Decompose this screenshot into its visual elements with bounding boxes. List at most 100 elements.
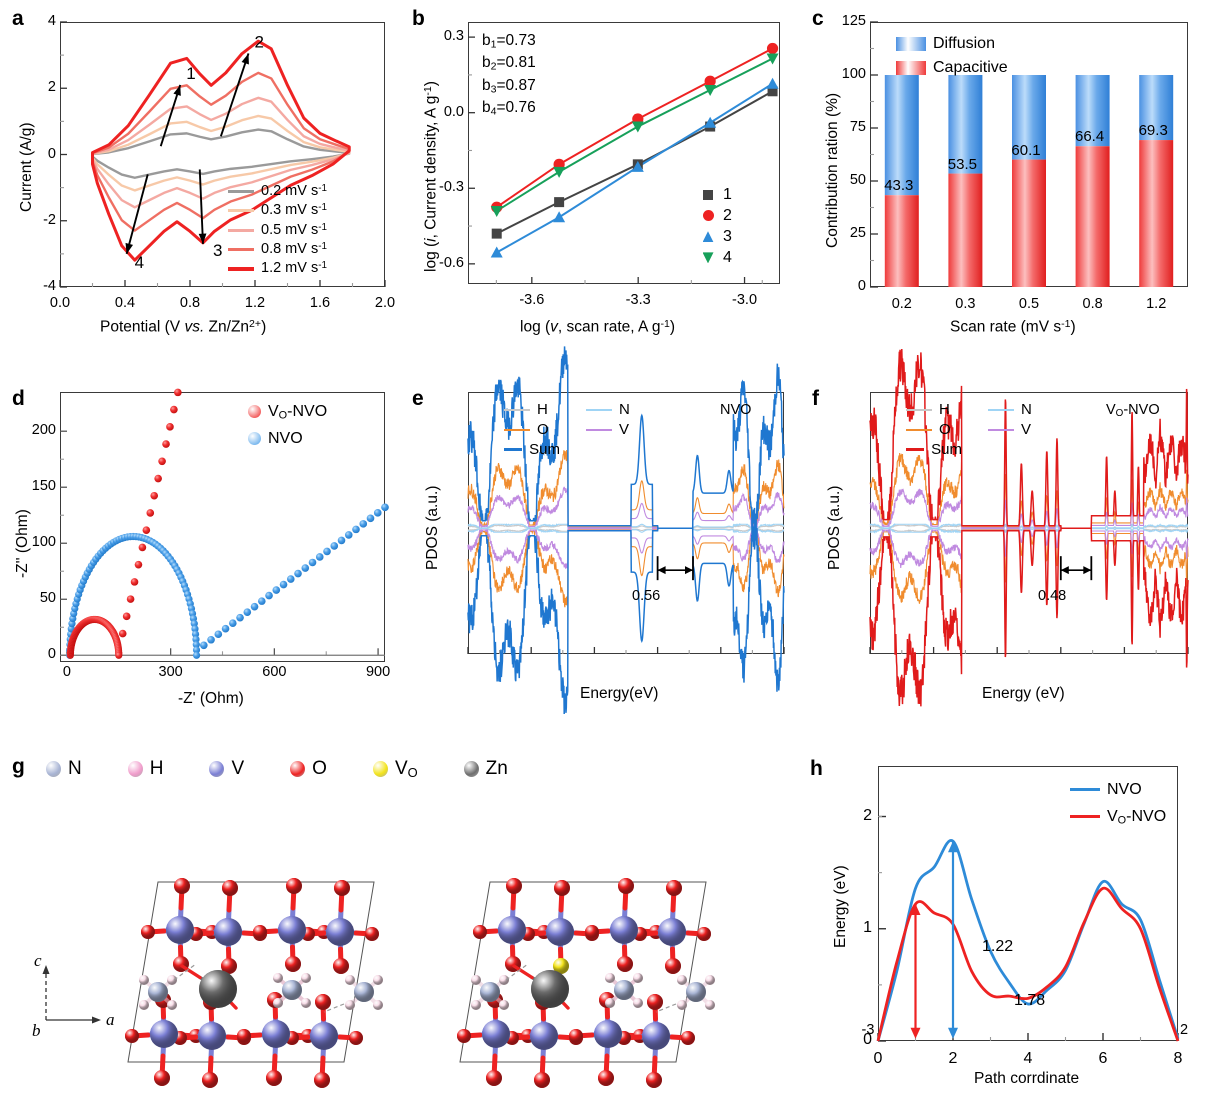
panel-f-label: f	[812, 387, 819, 410]
atom-O	[365, 927, 379, 941]
atom-O	[237, 1029, 251, 1043]
bar-capacitive	[1012, 159, 1046, 287]
atom-sphere-Zn	[463, 760, 479, 777]
legend-label: 2	[723, 207, 732, 225]
h-bond	[173, 963, 197, 981]
legend-swatch	[700, 189, 716, 200]
panel-g-label: g	[12, 755, 25, 778]
atom-O	[554, 880, 570, 896]
atom-O	[333, 958, 349, 974]
atom-H	[167, 975, 177, 985]
panel-c-ytick: 50	[849, 172, 866, 188]
panel-d: d -Z'' (Ohm) -Z' (Ohm) VO-NVO NVO 0 300 600…	[0, 360, 400, 720]
panel-d-xtick: 900	[365, 664, 391, 681]
atom-O	[349, 1031, 363, 1045]
pdos-curve-V	[467, 486, 785, 533]
panel-b-label: b	[412, 7, 425, 30]
panel-c-xtick: 1.2	[1146, 296, 1167, 312]
panel-b-ytick: 0.0	[443, 103, 464, 120]
atom-O	[569, 1029, 583, 1043]
panel-d-plot-frame	[60, 392, 385, 662]
atom-H	[605, 973, 615, 983]
atom-O	[618, 878, 634, 894]
atom-H	[301, 973, 311, 983]
panel-d-point	[146, 509, 155, 517]
panel-d-ytick: 100	[31, 534, 56, 551]
panel-a-xtick: 0.4	[114, 295, 136, 311]
legend-label: Sum	[529, 440, 560, 458]
atom-label: N	[68, 758, 82, 779]
panel-b-bvalue: b3=0.87	[482, 76, 536, 95]
panel-d-legend-item: VO-NVO	[248, 398, 327, 425]
panel-g-atom-legend-item: H	[127, 756, 164, 781]
atom-V	[658, 918, 686, 946]
panel-g-atom-legend-item: VO	[372, 756, 418, 781]
atom-H	[139, 1000, 149, 1010]
panel-h-annotation-122: 1.22	[982, 938, 1014, 955]
panel-b-legend-item: 1	[700, 184, 732, 205]
legend-label: VO-NVO	[268, 403, 328, 422]
legend-swatch	[504, 447, 523, 452]
legend-swatch	[896, 61, 926, 75]
panel-b-legend-item: 4	[700, 247, 732, 268]
panel-h-xtick: 2	[948, 1050, 958, 1067]
svg-text:b: b	[32, 1021, 41, 1040]
atom-H	[499, 1000, 509, 1010]
atom-H	[677, 975, 687, 985]
panel-a-legend-item: 0.3 mV s-1	[228, 201, 327, 220]
panel-a-arrow-label: 4	[135, 253, 144, 272]
legend-label: 0.2 mV s-1	[261, 183, 327, 200]
panel-d-ytick: 50	[39, 590, 56, 607]
panel-d-point	[200, 641, 208, 650]
panel-e-gap-value: 0.56	[632, 588, 661, 604]
panel-d-point	[192, 641, 200, 649]
panel-a-arrow-label: 3	[213, 241, 222, 260]
panel-d-point	[257, 597, 266, 605]
panel-c-bar-value: 69.3	[1138, 122, 1168, 140]
pdos-curve-Sum	[869, 527, 1189, 707]
panel-c-ytick: 75	[849, 119, 866, 135]
panel-f-legend-item: O	[906, 420, 962, 440]
legend-label: 1.2 mV s-1	[261, 260, 327, 277]
panel-e-legend: H N O V Sum	[504, 400, 642, 459]
panel-a-xtick: 1.2	[244, 295, 266, 311]
atom-V	[214, 918, 242, 946]
atom-H	[345, 975, 355, 985]
legend-swatch	[700, 231, 716, 243]
atom-V	[326, 918, 354, 946]
panel-d-xlabel: -Z' (Ohm)	[178, 690, 244, 707]
panel-b-marker	[767, 86, 778, 97]
atom-sphere-O	[290, 760, 306, 777]
atom-H	[471, 975, 481, 985]
h-bond	[655, 1003, 677, 1013]
panel-d-legend: VO-NVO NVO	[248, 398, 327, 452]
atom-O	[697, 927, 711, 941]
atom-H	[167, 1000, 177, 1010]
bar-capacitive	[948, 173, 983, 287]
panel-c-legend-item: Diffusion	[896, 32, 1008, 56]
panel-b-legend-item: 3	[700, 226, 732, 247]
atom-O	[534, 1072, 550, 1088]
panel-h-ytick: 2	[863, 806, 872, 824]
atom-label: V	[231, 758, 245, 779]
panel-e-ylabel: PDOS (a.u.)	[424, 485, 441, 570]
legend-swatch	[1070, 815, 1100, 819]
panel-b-marker	[766, 42, 779, 55]
legend-label: N	[619, 401, 630, 418]
panel-f-legend-item: Sum	[906, 440, 962, 460]
legend-label: NVO	[1107, 781, 1142, 798]
atom-O	[334, 880, 350, 896]
atom-label: VO	[394, 758, 418, 780]
panel-d-point	[207, 635, 215, 644]
panel-c-bar-value: 66.4	[1074, 128, 1105, 146]
panel-f-legend: H N O V Sum	[906, 400, 1044, 459]
panel-d-xtick: 0	[62, 664, 71, 681]
atom-H	[345, 1000, 355, 1010]
panel-b-marker	[490, 246, 503, 258]
panel-d-point	[381, 503, 389, 512]
atom-label: H	[149, 758, 164, 779]
legend-label: 0.5 mV s-1	[261, 221, 327, 238]
atom-sphere-N	[46, 760, 61, 777]
panel-b-marker	[704, 75, 716, 87]
panel-b-xtick: -3.6	[519, 292, 545, 308]
